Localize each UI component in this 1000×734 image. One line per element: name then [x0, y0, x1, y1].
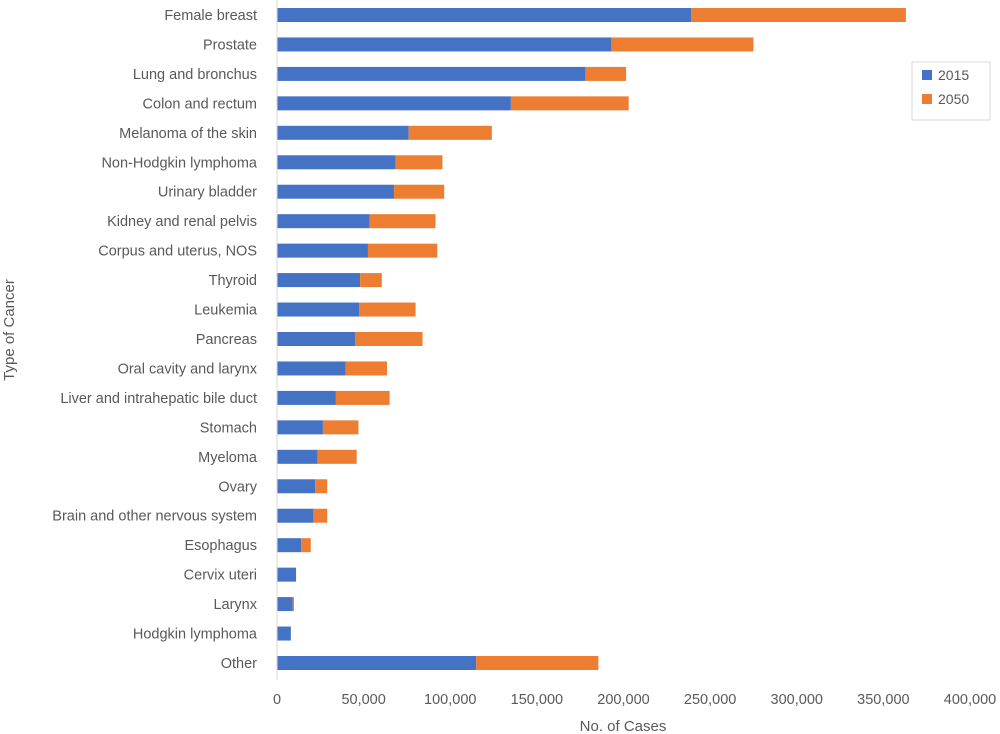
y-tick-label: Colon and rectum [143, 96, 257, 112]
bar-2015 [277, 8, 692, 22]
legend: 2015 2050 [911, 61, 991, 121]
bar-2015 [277, 420, 323, 435]
bar-2015 [277, 155, 396, 170]
bar-2050 [367, 243, 438, 258]
y-tick-label: Esophagus [184, 538, 257, 554]
legend-swatch-2015 [922, 70, 932, 80]
x-tick-label: 0 [273, 692, 281, 708]
y-tick-label: Pancreas [196, 332, 257, 348]
y-tick-label: Lung and bronchus [133, 67, 257, 83]
y-tick-label: Other [221, 656, 257, 672]
bar-2015 [277, 37, 612, 52]
bar-2015 [277, 449, 318, 464]
bar-2015 [277, 125, 409, 140]
bar-2015 [277, 538, 302, 553]
y-axis-title: Type of Cancer [1, 279, 18, 381]
y-tick-label: Stomach [200, 420, 257, 436]
bar-2015 [277, 273, 361, 288]
bar-2050 [313, 508, 328, 523]
bar-2050 [292, 597, 294, 612]
bar-2050 [611, 37, 754, 52]
bar-2015 [277, 243, 368, 258]
bar-2050 [395, 155, 443, 170]
bar-2050 [359, 302, 416, 317]
bar-2050 [691, 8, 906, 22]
y-tick-label: Myeloma [198, 450, 258, 466]
bar-2015 [277, 302, 360, 317]
x-tick-label: 150,000 [511, 692, 563, 708]
bar-2015 [277, 214, 370, 229]
bar-2050 [317, 449, 357, 464]
y-tick-label: Melanoma of the skin [119, 126, 257, 142]
bar-2050 [476, 656, 599, 670]
y-tick-label: Leukemia [194, 303, 258, 319]
y-tick-label: Liver and intrahepatic bile duct [60, 391, 257, 407]
bar-2050 [585, 66, 627, 81]
bar-2050 [510, 96, 629, 111]
bar-2050 [335, 390, 390, 405]
x-tick-label: 200,000 [597, 692, 649, 708]
bar-2015 [277, 626, 291, 641]
y-tick-label: Cervix uteri [184, 568, 257, 584]
bar-2050 [354, 332, 423, 346]
y-tick-label: Ovary [218, 479, 257, 495]
bar-2050 [393, 184, 445, 199]
bar-2015 [277, 567, 297, 582]
legend-label-2050: 2050 [938, 91, 969, 107]
y-tick-label: Corpus and uterus, NOS [98, 244, 257, 260]
x-axis-title: No. of Cases [580, 718, 667, 734]
x-tick-label: 50,000 [341, 692, 385, 708]
x-tick-label: 100,000 [424, 692, 476, 708]
bar-2050 [360, 273, 382, 288]
y-tick-label: Larynx [213, 597, 257, 613]
y-tick-label: Kidney and renal pelvis [107, 214, 257, 230]
bar-2015 [277, 184, 394, 199]
y-tick-label: Hodgkin lymphoma [133, 627, 258, 643]
bar-2050 [301, 538, 311, 553]
bar-2050 [322, 420, 359, 435]
bar-2015 [277, 66, 586, 81]
x-tick-label: 300,000 [771, 692, 823, 708]
bar-2015 [277, 390, 336, 405]
bar-2015 [277, 332, 355, 346]
y-tick-label: Thyroid [209, 273, 257, 289]
bar-2050 [408, 125, 492, 140]
legend-label-2015: 2015 [938, 67, 969, 83]
bar-2015 [277, 479, 316, 494]
y-tick-label: Urinary bladder [158, 185, 257, 201]
y-tick-label: Brain and other nervous system [52, 509, 257, 525]
bar-2050 [315, 479, 328, 494]
bar-2015 [277, 96, 511, 111]
bar-2015 [277, 597, 293, 612]
bar-2015 [277, 656, 477, 670]
bar-2015 [277, 361, 346, 376]
y-tick-label: Female breast [164, 8, 257, 24]
x-tick-label: 400,000 [944, 692, 996, 708]
bar-2050 [345, 361, 388, 376]
legend-swatch-2050 [922, 94, 932, 104]
bar-2015 [277, 508, 314, 523]
y-tick-label: Oral cavity and larynx [118, 361, 258, 377]
y-tick-label: Prostate [203, 37, 257, 53]
bar-2050 [369, 214, 436, 229]
y-tick-label: Non-Hodgkin lymphoma [101, 155, 257, 171]
x-tick-label: 250,000 [684, 692, 736, 708]
x-tick-label: 350,000 [857, 692, 909, 708]
